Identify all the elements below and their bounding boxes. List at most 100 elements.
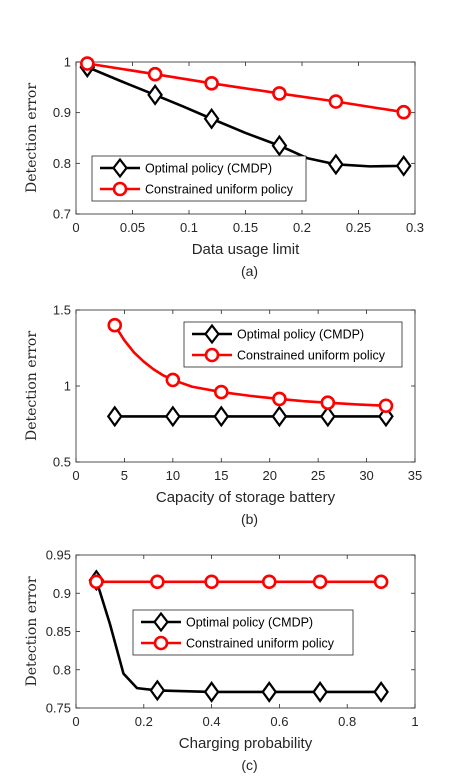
legend-label: Constrained uniform policy	[237, 349, 386, 363]
series-line-1	[86, 65, 406, 168]
y-tick-label: 1.5	[53, 303, 71, 318]
y-axis-label: Detection error	[24, 331, 40, 441]
x-axis-label: Data usage limit	[192, 241, 300, 258]
legend-label: Optimal policy (CMDP)	[237, 328, 364, 342]
legend-box	[91, 155, 307, 202]
data-point-circle	[147, 66, 163, 82]
legend-marker-diamond	[112, 157, 128, 179]
x-tick-label: 0	[72, 468, 79, 483]
y-tick-label: 0.95	[46, 548, 71, 563]
chart-1: 0 0.05 0.1 0.15 0.2 0.25 0.3 0.7 0.8 0.9 1 Data usa…	[24, 55, 424, 280]
data-point-diamond	[213, 405, 230, 428]
data-point-circle	[204, 75, 219, 91]
chart-2: 0 5 10 15 20 25 30 35 0.5 1 1.5 Capacity of storage…	[24, 303, 422, 528]
chart-caption: (c)	[241, 757, 257, 773]
data-point-diamond	[319, 405, 336, 428]
data-point-diamond	[271, 134, 288, 157]
y-tick-label: 0.9	[53, 105, 71, 120]
data-point-circle	[272, 86, 287, 101]
x-tick-label: 1	[411, 714, 418, 729]
legend-label: Constrained uniform policy	[145, 183, 294, 197]
data-point-circle	[80, 56, 95, 71]
y-axis-label: Detection error	[24, 83, 40, 193]
x-tick-label: 0.2	[293, 220, 311, 235]
legend-label: Constrained uniform policy	[186, 637, 335, 651]
x-tick-label: 0.1	[180, 220, 198, 235]
y-tick-label: 1	[64, 379, 71, 394]
legend: Optimal policy (CMDP) Constrained uniform…	[91, 155, 307, 202]
y-tick-label: 0.85	[46, 624, 71, 639]
legend-marker-circle	[153, 635, 169, 651]
data-point-circle	[396, 104, 412, 120]
data-point-circle	[378, 398, 394, 414]
y-tick-label: 0.5	[53, 455, 71, 470]
data-point-diamond	[328, 153, 344, 176]
data-point-diamond	[312, 681, 328, 703]
legend: Optimal policy (CMDP) Constrained uniform…	[132, 609, 354, 656]
data-point-diamond	[261, 681, 278, 703]
x-tick-label: 0.3	[406, 220, 424, 235]
chart-caption: (b)	[241, 511, 258, 527]
y-tick-label: 0.8	[53, 156, 71, 171]
data-point-diamond	[395, 154, 412, 177]
data-point-circle	[213, 384, 229, 400]
data-point-circle	[107, 317, 123, 333]
x-tick-label: 0.25	[346, 220, 371, 235]
legend-label: Optimal policy (CMDP)	[145, 162, 272, 176]
legend-label: Optimal policy (CMDP)	[186, 616, 313, 630]
x-axis-label: Capacity of storage battery	[156, 489, 336, 506]
x-tick-label: 20	[262, 468, 276, 483]
x-tick-label: 0.8	[338, 714, 356, 729]
series-line-2	[113, 323, 388, 408]
legend-marker-circle	[204, 347, 220, 363]
data-point-circle	[150, 574, 165, 590]
data-point-circle	[89, 574, 104, 590]
data-point-circle	[204, 574, 219, 590]
data-point-circle	[328, 94, 344, 109]
x-tick-label: 15	[214, 468, 228, 483]
x-axis-label: Charging probability	[179, 735, 313, 752]
y-tick-label: 0.8	[53, 662, 71, 677]
y-tick-label: 0.7	[53, 207, 71, 222]
data-point-circle	[312, 574, 328, 590]
x-tick-label: 25	[311, 468, 325, 483]
data-point-diamond	[165, 405, 181, 428]
legend: Optimal policy (CMDP) Constrained uniform…	[183, 321, 403, 368]
data-point-circle	[272, 391, 287, 407]
x-tick-label: 35	[408, 468, 422, 483]
data-point-diamond	[106, 405, 123, 428]
y-axis-label: Detection error	[24, 576, 40, 686]
x-tick-label: 30	[359, 468, 373, 483]
series-line-2	[86, 62, 406, 114]
data-point-diamond	[149, 679, 166, 702]
chart-3: 0 0.2 0.4 0.6 0.8 1 0.75 0.8 0.85 0.9 0.95 Charging…	[24, 548, 419, 774]
data-point-circle	[320, 395, 336, 411]
legend-marker-diamond	[204, 323, 220, 345]
y-tick-label: 0.9	[53, 586, 71, 601]
chart-caption: (a)	[241, 263, 258, 279]
y-tick-label: 1	[64, 55, 71, 70]
x-tick-label: 0.2	[135, 714, 153, 729]
x-tick-label: 0.4	[203, 714, 221, 729]
x-tick-label: 0.6	[270, 714, 288, 729]
data-point-circle	[373, 574, 389, 590]
data-point-diamond	[373, 681, 389, 703]
legend-marker-circle	[112, 181, 128, 197]
legend-marker-diamond	[153, 611, 169, 633]
data-point-diamond	[271, 405, 288, 428]
x-tick-label: 0.15	[233, 220, 258, 235]
data-point-diamond	[203, 681, 220, 703]
data-point-diamond	[203, 107, 220, 130]
x-tick-label: 0	[72, 714, 79, 729]
x-tick-label: 0.05	[120, 220, 145, 235]
data-point-diamond	[147, 84, 163, 106]
legend-box	[183, 321, 403, 368]
data-point-circle	[165, 372, 181, 388]
y-tick-label: 0.75	[46, 701, 71, 716]
x-tick-label: 5	[121, 468, 128, 483]
legend-box	[132, 609, 354, 656]
x-tick-label: 10	[166, 468, 180, 483]
data-point-circle	[261, 574, 277, 590]
x-tick-label: 0	[72, 220, 79, 235]
